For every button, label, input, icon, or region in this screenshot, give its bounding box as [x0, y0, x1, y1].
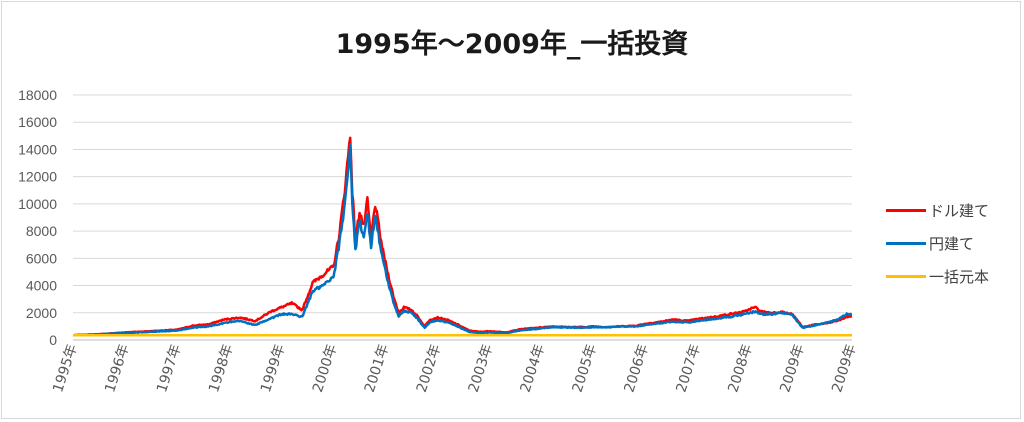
- x-tick-label: 2006年: [622, 342, 653, 394]
- y-tick-label: 18000: [18, 87, 57, 103]
- x-tick-label: 1996年: [102, 342, 133, 394]
- y-tick-label: 8000: [26, 223, 57, 239]
- y-tick-label: 14000: [18, 141, 57, 157]
- y-tick-label: 2000: [26, 305, 57, 321]
- y-tick-label: 4000: [26, 278, 57, 294]
- legend-item: 一括元本: [886, 266, 1024, 286]
- y-tick-label: 0: [49, 332, 57, 348]
- x-tick-label: 2009年: [829, 342, 860, 394]
- x-tick-label: 2002年: [414, 342, 445, 394]
- legend-label: ドル建て: [929, 202, 990, 220]
- x-tick-label: 1995年: [50, 342, 81, 394]
- legend-label: 円建て: [929, 235, 975, 253]
- x-tick-label: 2000年: [310, 342, 341, 394]
- y-tick-label: 6000: [26, 250, 57, 266]
- x-tick-label: 2001年: [362, 342, 393, 394]
- legend-swatch: [886, 275, 926, 278]
- y-tick-label: 16000: [18, 114, 57, 130]
- legend-item: 円建て: [886, 233, 1024, 253]
- x-tick-label: 2007年: [673, 342, 704, 394]
- series-line: [72, 136, 853, 337]
- x-tick-label: 2004年: [518, 342, 549, 394]
- x-tick-label: 1998年: [206, 342, 237, 394]
- x-tick-label: 2005年: [570, 342, 601, 394]
- legend-swatch: [886, 209, 926, 212]
- x-tick-label: 2008年: [725, 342, 756, 394]
- x-tick-label: 2003年: [466, 342, 497, 394]
- x-tick-label: 1999年: [258, 342, 289, 394]
- chart-title: 1995年～2009年_一括投資: [335, 29, 689, 60]
- x-tick-label: 2009年: [777, 342, 808, 394]
- y-tick-label: 10000: [18, 196, 57, 212]
- x-tick-label: 1997年: [154, 342, 185, 394]
- legend-label: 一括元本: [929, 268, 990, 286]
- legend-swatch: [886, 242, 926, 245]
- legend-item: ドル建て: [886, 200, 1024, 220]
- series-line: [72, 143, 853, 337]
- y-tick-label: 12000: [18, 169, 57, 185]
